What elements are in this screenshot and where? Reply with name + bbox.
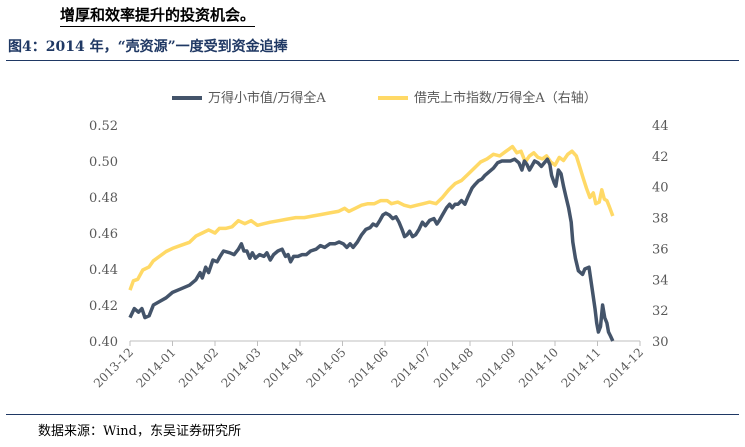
y-right-tick-label: 36 (652, 242, 669, 257)
y-left-tick-label: 0.52 (89, 119, 118, 134)
y-left-tick-label: 0.42 (89, 299, 118, 314)
y-left-tick-label: 0.50 (89, 155, 118, 170)
series-line-small-cap (128, 157, 615, 342)
x-tick-label: 2014-09 (473, 345, 518, 390)
left-axis: 0.40 0.42 0.44 0.46 0.48 0.50 0.52 (89, 119, 118, 350)
x-tick-label: 2014-02 (176, 345, 221, 390)
source-note: 数据来源：Wind，东吴证券研究所 (38, 424, 241, 439)
x-tick-label: 2014-04 (261, 345, 306, 390)
figure-title: 图4：2014 年，“壳资源”一度受到资金追捧 (8, 39, 288, 55)
y-right-tick-label: 44 (652, 119, 669, 134)
x-tick-label: 2014-12 (601, 345, 646, 390)
chart: 万得小市值/万得全A 借壳上市指数/万得全A（右轴） 0.400.420.440… (89, 90, 669, 390)
x-tick-label: 2014-01 (133, 345, 178, 390)
y-right-tick-label: 34 (652, 273, 669, 288)
y-right-tick-label: 40 (652, 181, 669, 196)
y-right-tick-label: 32 (652, 304, 669, 319)
title-rule (6, 60, 739, 61)
y-left-tick-label: 0.48 (89, 191, 118, 206)
y-right-tick-label: 42 (652, 150, 669, 165)
x-axis: 2013-122014-012014-022014-032014-042014-… (91, 341, 646, 390)
y-right-tick-label: 30 (652, 335, 669, 350)
y-left-tick-label: 0.44 (89, 263, 118, 278)
footer-rule (6, 414, 739, 415)
legend-label-small-cap: 万得小市值/万得全A (208, 90, 326, 106)
x-tick-label: 2014-07 (388, 345, 433, 390)
x-tick-label: 2014-11 (558, 345, 603, 390)
x-tick-label: 2014-05 (303, 345, 348, 390)
right-axis: 30 32 34 36 38 40 42 44 (652, 119, 669, 350)
x-tick-label: 2014-08 (431, 345, 476, 390)
x-tick-label: 2014-10 (516, 345, 561, 390)
y-right-tick-label: 38 (652, 212, 669, 227)
y-left-tick-label: 0.46 (89, 227, 118, 242)
intro-text: 增厚和效率提升的投资机会。 (60, 4, 256, 27)
legend-label-backdoor-listing: 借壳上市指数/万得全A（右轴） (414, 90, 597, 106)
x-tick-label: 2013-12 (91, 345, 136, 390)
x-tick-label: 2014-03 (218, 345, 263, 390)
series-line-backdoor-listing (128, 144, 615, 291)
y-left-tick-label: 0.40 (89, 335, 118, 350)
x-tick-label: 2014-06 (346, 345, 391, 390)
legend: 万得小市值/万得全A 借壳上市指数/万得全A（右轴） (172, 90, 597, 106)
